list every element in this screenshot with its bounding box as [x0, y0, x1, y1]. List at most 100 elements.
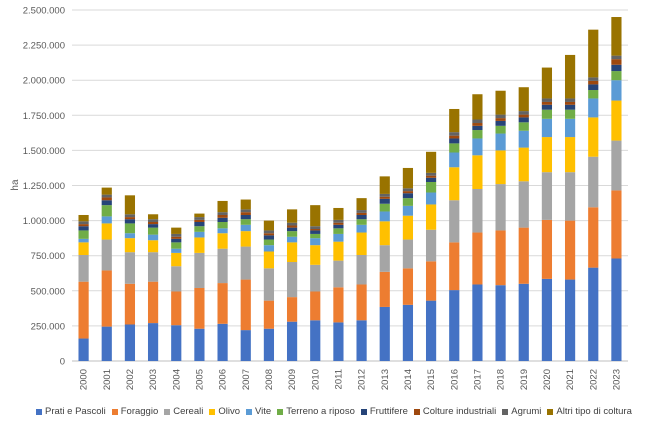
bar-segment [217, 283, 228, 324]
bar-segment [472, 232, 483, 285]
bar-segment [449, 152, 460, 168]
bar-segment [171, 252, 182, 267]
bar-segment [147, 234, 159, 241]
bar-segment [518, 111, 529, 115]
bar-segment [495, 120, 506, 126]
bar-segment [518, 117, 529, 123]
bar-segment [217, 212, 228, 215]
bar-segment [449, 108, 460, 133]
bar-segment [333, 322, 344, 361]
x-tick-label: 2001 [102, 369, 113, 390]
bar-segment [541, 137, 553, 173]
bar-segment [310, 245, 321, 265]
x-tick-label: 2005 [194, 369, 205, 390]
x-tick-label: 2007 [241, 369, 252, 390]
bar-segment [194, 328, 205, 361]
legend-label: Terreno a riposo [286, 406, 355, 417]
bars [78, 17, 622, 361]
bar-segment [425, 192, 437, 205]
bar-segment [263, 235, 275, 240]
bar-segment [101, 197, 112, 201]
legend-label: Foraggio [120, 406, 159, 417]
bar-segment [240, 330, 251, 361]
bar-segment [147, 281, 159, 324]
legend-item: Prati e Pascoli [36, 406, 106, 417]
bar-segment [171, 325, 182, 361]
bar-segment [379, 245, 390, 272]
bar-segment [588, 267, 599, 361]
x-tick-label: 2012 [357, 369, 368, 390]
bar-segment [147, 222, 159, 225]
bar-segment [564, 54, 576, 99]
bar-segment [449, 143, 460, 153]
bar-segment [472, 138, 483, 156]
bar-segment [333, 228, 344, 234]
bar-segment [333, 222, 344, 225]
bar-segment [101, 194, 112, 198]
x-tick-label: 2003 [148, 369, 159, 390]
x-tick-label: 2000 [79, 369, 90, 390]
bar-segment [78, 230, 89, 239]
bar-segment [171, 236, 182, 239]
bar-segment [611, 190, 622, 259]
bar-segment [286, 262, 298, 298]
bar-segment [240, 219, 251, 225]
bar-segment [171, 233, 182, 237]
bar-segment [333, 219, 344, 223]
x-tick-label: 2022 [588, 369, 599, 390]
bar-segment [356, 254, 367, 285]
bar-segment [124, 223, 136, 234]
bar-segment [263, 239, 275, 246]
bar-segment [356, 232, 367, 255]
bar-segment [286, 209, 298, 223]
bar-segment [495, 114, 506, 119]
bar-segment [78, 221, 89, 225]
bar-segment [611, 17, 622, 56]
bar-segment [78, 224, 89, 227]
bar-segment [147, 219, 159, 223]
x-tick-label: 2018 [496, 369, 507, 390]
bar-segment [310, 238, 321, 246]
bar-segment [379, 271, 390, 307]
bar-segment [611, 64, 622, 72]
bar-segment [263, 300, 275, 329]
bar-segment [286, 231, 298, 237]
bar-segment [171, 242, 182, 249]
bar-segment [356, 284, 367, 321]
bar-segment [147, 240, 159, 253]
bar-segment [379, 211, 390, 222]
bar-segment [472, 155, 483, 190]
x-tick-label: 2010 [310, 369, 321, 390]
bar-segment [333, 287, 344, 323]
bar-segment [541, 67, 553, 99]
bar-segment [518, 181, 529, 228]
bar-segment [611, 80, 622, 101]
x-tick-label: 2013 [380, 369, 391, 390]
bar-segment [425, 172, 437, 176]
bar-segment [611, 59, 622, 65]
bar-segment [425, 181, 437, 193]
legend-item: Fruttifere [360, 406, 408, 417]
legend-swatch [547, 408, 554, 415]
bar-segment [147, 224, 159, 228]
bar-segment [472, 119, 483, 124]
bar-segment [472, 94, 483, 120]
bar-segment [78, 214, 89, 222]
bar-segment [518, 130, 529, 148]
bar-segment [518, 114, 529, 118]
bar-segment [379, 306, 390, 361]
bar-segment [147, 323, 159, 361]
bar-segment [425, 151, 437, 173]
legend-label: Colture industriali [422, 406, 497, 417]
bar-segment [286, 222, 298, 226]
bar-segment [379, 196, 390, 199]
bar-segment [124, 324, 136, 361]
y-tick-label: 1.750.000 [23, 111, 65, 122]
bar-segment [518, 147, 529, 182]
bar-segment [402, 188, 414, 192]
bar-segment [449, 135, 460, 139]
bar-segment [564, 172, 576, 221]
bar-segment [124, 217, 136, 220]
legend-label: Prati e Pascoli [45, 406, 106, 417]
